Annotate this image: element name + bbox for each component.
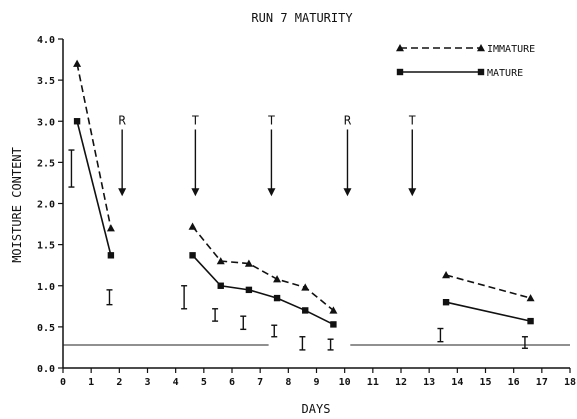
error-bar [271,324,278,338]
triangle-marker [301,283,310,291]
square-marker [527,317,534,325]
y-tick-label: 0.5 [37,323,55,334]
error-bar [181,285,188,310]
square-marker [477,68,485,76]
event-label: R [119,113,127,127]
event-label: T [268,113,275,127]
series-layer [73,59,535,328]
event-marker: T [267,113,276,197]
square-marker [189,252,196,259]
y-tick-label: 3.0 [37,117,55,128]
x-tick-label: 10 [339,377,351,388]
square-marker [330,321,337,328]
x-axis-title: DAYS [302,402,331,416]
square-marker [273,294,281,302]
square-marker [396,68,404,76]
event-arrow-head [118,188,127,197]
error-bar [68,149,75,188]
y-tick-label: 1.0 [37,282,55,293]
x-tick-label: 12 [395,377,407,388]
square-marker [302,307,309,314]
error-bar [299,336,306,351]
event-arrow-head [191,188,200,197]
triangle-marker [216,257,225,265]
x-tick-label: 18 [564,377,576,388]
triangle-marker [188,222,197,230]
y-tick-label: 0.0 [37,364,55,375]
x-tick-label: 11 [367,377,379,388]
square-marker [442,299,450,306]
triangle-marker [106,224,115,232]
x-tick-label: 7 [257,377,263,388]
x-tick-label: 4 [173,377,179,388]
x-tick-label: 14 [451,377,463,388]
series-mature [73,118,534,328]
chart-title: RUN 7 MATURITY [251,11,353,25]
series-line [76,121,112,256]
event-arrow-head [267,188,276,197]
series-line [191,254,334,326]
x-tick-label: 16 [508,377,520,388]
series-line [76,63,112,229]
triangle-marker [396,44,404,52]
y-tick-label: 3.5 [37,76,55,87]
error-bar [327,338,334,351]
y-tick-label: 2.0 [37,200,55,211]
event-marker: T [408,113,417,197]
event-marker: R [118,113,127,197]
x-tick-label: 1 [88,377,94,388]
error-bars [68,149,528,351]
event-arrow-head [408,188,417,197]
x-tick-label: 9 [313,377,319,388]
series-line [445,301,531,322]
x-tick-label: 13 [423,377,435,388]
error-bar [240,315,247,331]
event-label: T [192,113,199,127]
error-bar [212,308,219,322]
x-tick-label: 15 [479,377,491,388]
x-tick-label: 6 [229,377,235,388]
square-marker [217,282,224,289]
y-tick-label: 4.0 [37,35,55,46]
triangle-marker [477,44,485,52]
event-marker: R [343,113,352,197]
axes: 0 1 2 3 4 5 6 7 8 9 10 11 12 13 14 15 16 17 180.00.51.01.5… [37,35,576,388]
series-line [191,226,334,312]
legend: IMMATURE MATURE [396,44,535,79]
triangle-marker [273,275,282,283]
square-marker [73,118,81,125]
x-tick-label: 17 [536,377,548,388]
triangle-marker [442,271,451,279]
legend-label-mature: MATURE [487,68,523,79]
series-immature [73,59,535,314]
x-tick-label: 2 [116,377,122,388]
triangle-marker [526,294,535,302]
triangle-marker [329,306,338,314]
event-arrow-head [343,188,352,197]
x-tick-label: 5 [201,377,207,388]
event-marker: T [191,113,200,197]
triangle-marker [244,259,253,267]
square-marker [245,286,253,294]
y-tick-label: 2.5 [37,158,55,169]
square-marker [107,252,115,259]
legend-label-immature: IMMATURE [487,44,535,55]
error-bar [106,289,113,306]
y-tick-label: 1.5 [37,241,55,252]
error-bar [521,336,528,349]
series-line [445,274,531,299]
x-tick-label: 0 [60,377,66,388]
x-tick-label: 3 [144,377,150,388]
error-bar [437,327,444,343]
event-label: T [409,113,416,127]
event-label: R [344,113,352,127]
y-axis-title: MOISTURE CONTENT [10,147,24,263]
x-tick-label: 8 [285,377,291,388]
triangle-marker [73,59,82,67]
